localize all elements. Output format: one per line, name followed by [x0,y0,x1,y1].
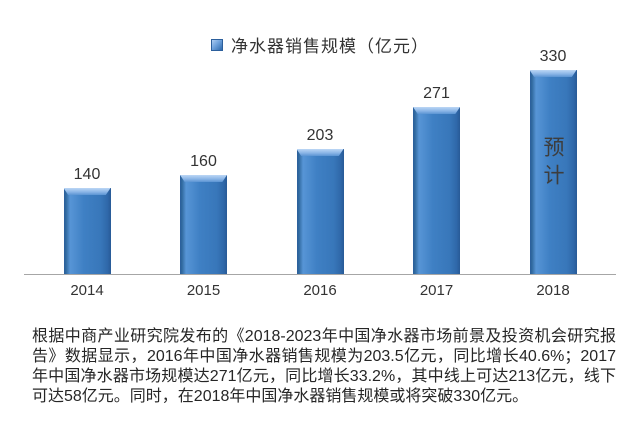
x-tick-2018: 2018 [536,282,570,299]
bar-2015 [180,175,227,274]
x-tick-2016: 2016 [303,282,337,299]
value-label-2017: 271 [423,85,450,102]
legend-marker-icon [211,38,223,51]
x-tick-2015: 2015 [186,282,221,299]
bar-chart: 140 2014 160 2015 203 2016 271 2017 330 2018 预计 [0,0,640,310]
value-label-2018: 330 [539,48,567,65]
forecast-annotation: 预计 [541,136,565,192]
chart-legend: 净水器销售规模（亿元） [0,32,640,57]
value-label-2015: 160 [190,153,217,170]
x-tick-2014: 2014 [70,282,104,299]
x-tick-2017: 2017 [419,282,454,299]
legend-label: 净水器销售规模（亿元） [231,37,429,56]
value-label-2016: 203 [306,127,334,144]
value-label-2014: 140 [73,166,101,183]
source-description: 根据中商产业研究院发布的《2018-2023年中国净水器市场前景及投资机会研究报… [32,328,616,405]
bar-2018 [529,70,577,274]
x-axis-line [24,274,616,275]
bar-2017 [413,107,460,274]
bar-2014 [63,188,111,274]
bar-2016 [296,149,344,274]
